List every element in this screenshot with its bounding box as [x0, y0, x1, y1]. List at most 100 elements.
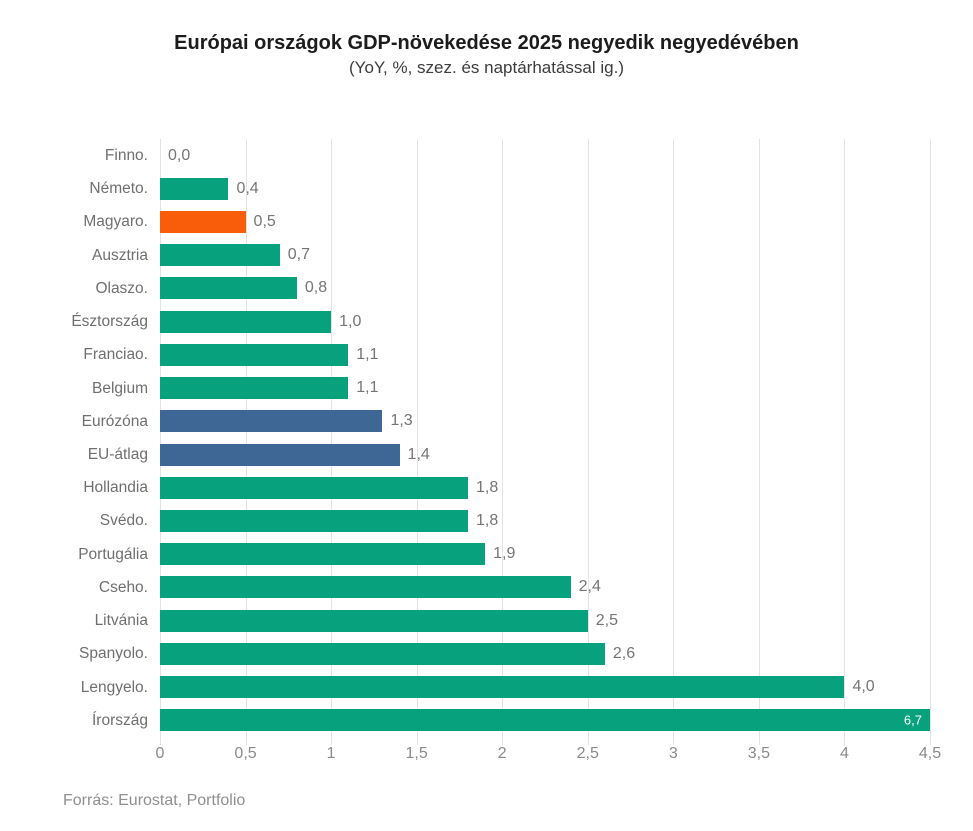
bar-row: 0,0: [160, 139, 930, 172]
bar-value-label: 4,0: [852, 678, 875, 696]
bar-value-label: 1,1: [356, 379, 379, 397]
bar-value-label: 0,7: [287, 246, 311, 264]
gridline: [416, 139, 418, 745]
bar-row: 0,5: [160, 205, 930, 238]
bar-value-label: 1,8: [476, 478, 499, 496]
bar-value-label: 0,8: [304, 279, 328, 297]
gridline: [930, 139, 931, 745]
category-label: Eurózóna: [81, 412, 148, 430]
bar-value-label: 1,9: [493, 545, 516, 563]
category-label: Írország: [92, 711, 148, 729]
category-label: Finno.: [104, 147, 148, 164]
bar-row: 1,3: [160, 405, 930, 438]
gridline: [587, 139, 589, 745]
gridline: [245, 139, 247, 745]
category-label: Magyaro.: [83, 213, 148, 231]
gridline: [844, 139, 846, 745]
x-tick-label: 0: [155, 745, 165, 762]
x-tick-label: 3,5: [747, 745, 770, 762]
bar: [160, 310, 332, 333]
bar-row: 1,1: [160, 338, 930, 371]
x-tick-label: 4,5: [918, 745, 942, 762]
x-tick-label: 4: [839, 745, 849, 762]
x-tick-label: 2,5: [576, 745, 599, 762]
category-label: EU-átlag: [87, 445, 148, 463]
bar: [160, 476, 468, 499]
bar: [160, 443, 400, 466]
category-label: Olaszo.: [95, 279, 148, 297]
category-label: Észtország: [71, 313, 148, 331]
category-label: Franciao.: [83, 346, 148, 364]
x-tick-label: 3: [668, 745, 678, 762]
bar: [160, 609, 588, 632]
bar: [160, 510, 468, 533]
bar: [160, 576, 571, 599]
bar-rows: 0,0 0,4 0,5 0,7 0,8 1,0 1,1 1,1 1,3 1,4 1,8 1,8 1,9 2…: [160, 139, 930, 737]
bar-row: 1,9: [160, 538, 930, 571]
bar: [160, 177, 229, 200]
bar: [160, 377, 349, 400]
bar-row: 1,8: [160, 471, 930, 504]
bar-value-label: 1,0: [339, 312, 362, 330]
bar-row: 6,7: [160, 704, 930, 737]
bar-row: 1,1: [160, 372, 930, 405]
bar-value-label: 0,4: [236, 179, 259, 197]
x-tick-label: 2: [497, 745, 507, 762]
bar-value-label: 1,8: [476, 512, 499, 530]
bar-row: 2,4: [160, 571, 930, 604]
bar-row: 1,8: [160, 504, 930, 537]
bar-value-label: 1,1: [356, 345, 379, 363]
chart-title: Európai országok GDP-növekedése 2025 neg…: [174, 32, 799, 54]
bar-row: 2,5: [160, 604, 930, 637]
title-block: Európai országok GDP-növekedése 2025 neg…: [0, 0, 973, 80]
bar-row: 0,8: [160, 272, 930, 305]
plot-area: 0,0 0,4 0,5 0,7 0,8 1,0 1,1 1,1 1,3 1,4 1,8 1,8 1,9 2…: [160, 139, 931, 745]
category-label: Svédo.: [99, 512, 148, 530]
bar-row: 0,7: [160, 239, 930, 272]
x-tick-label: 0,5: [234, 745, 257, 762]
bar-value-label: 2,6: [612, 644, 636, 662]
bar-value-label: 1,3: [390, 412, 413, 430]
bar-value-label: 1,4: [407, 445, 430, 463]
bar-row: 1,0: [160, 305, 930, 338]
bar-row: 0,4: [160, 172, 930, 205]
bar-value-label: 6,7: [903, 712, 922, 728]
category-label: Spanyolo.: [79, 645, 148, 663]
bar-row: 4,0: [160, 671, 930, 704]
category-label: Belgium: [92, 379, 148, 397]
category-label: Hollandia: [83, 479, 148, 497]
bar-row: 2,6: [160, 637, 930, 670]
gridline: [331, 139, 333, 745]
chart-subtitle: (YoY, %, szez. és naptárhatással ig.): [349, 58, 624, 77]
x-axis: 0 0,5 1 1,5 2 2,5 3 3,5 4 4,5: [156, 745, 942, 769]
gridline: [160, 139, 161, 745]
bar: [160, 277, 297, 300]
bar-value-label: 0,0: [168, 146, 191, 164]
category-label: Lengyelo.: [80, 678, 148, 696]
gridline: [673, 139, 675, 745]
category-label: Ausztria: [92, 246, 148, 264]
category-label: Németo.: [89, 180, 148, 198]
gridline: [502, 139, 504, 745]
bar: [160, 543, 486, 566]
category-axis: Finno. Németo. Magyaro. Ausztria Olaszo. Észt…: [0, 139, 160, 737]
bar: 6,7: [160, 709, 930, 732]
bar: [160, 676, 845, 699]
source-note: Forrás: Eurostat, Portfolio: [63, 792, 246, 809]
bar-row: 1,4: [160, 438, 930, 471]
bar: [160, 343, 349, 366]
bar: [160, 410, 383, 433]
x-tick-label: 1: [326, 745, 336, 762]
gridline: [758, 139, 760, 745]
bar-value-label: 2,4: [578, 578, 601, 596]
category-label: Portugália: [78, 545, 148, 563]
bar-value-label: 0,5: [253, 213, 276, 231]
category-label: Cseho.: [98, 578, 148, 596]
bar: [160, 211, 246, 234]
bar-value-label: 2,5: [595, 611, 619, 629]
x-tick-label: 1,5: [405, 745, 428, 762]
bar-chart: Finno. Németo. Magyaro. Ausztria Olaszo. Észt…: [0, 139, 931, 745]
bar: [160, 642, 605, 665]
bar: [160, 244, 280, 267]
